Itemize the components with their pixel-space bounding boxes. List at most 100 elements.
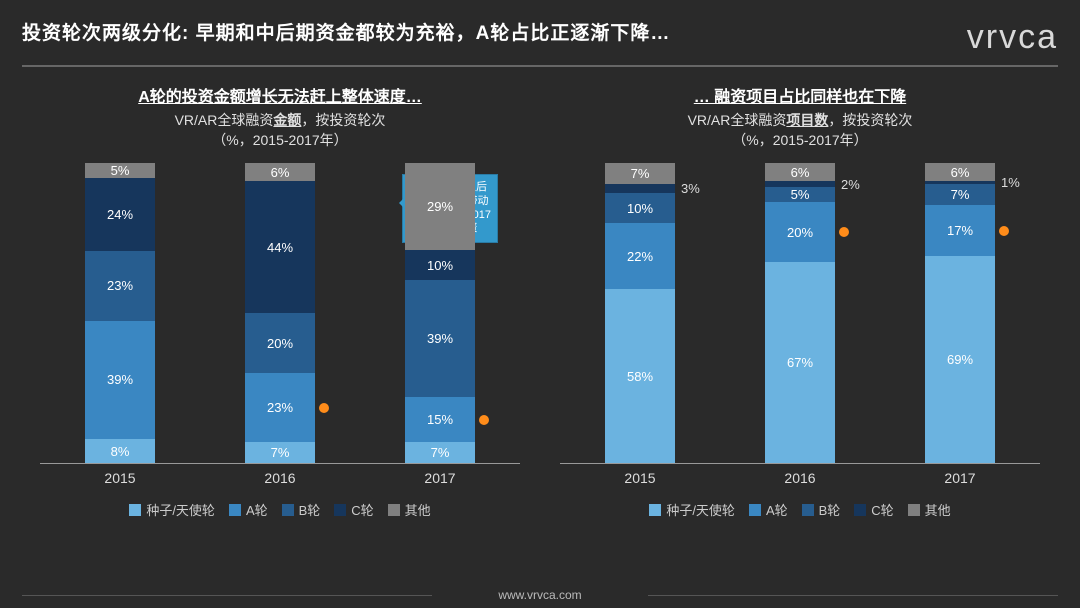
segment-value: 3% [681, 181, 700, 196]
legend-swatch [388, 504, 400, 516]
legend-item-a_round: A轮 [749, 500, 788, 519]
right-legend: 种子/天使轮 A轮 B轮 C轮 其他 [649, 500, 950, 519]
segment-seed: 58% [605, 289, 675, 463]
stacked-bar: 67% 20% 5%2%6% [765, 163, 835, 463]
legend-label: B轮 [819, 500, 841, 519]
legend-item-c_round: C轮 [854, 500, 893, 519]
segment-seed: 7% [245, 442, 315, 463]
segment-value: 8% [111, 444, 130, 459]
legend-item-b_round: B轮 [802, 500, 841, 519]
stacked-bar: 7% 15% 39% 10% 29% [405, 163, 475, 463]
segment-value: 5% [791, 187, 810, 202]
legend-swatch [649, 504, 661, 516]
legend-label: B轮 [299, 500, 321, 519]
legend-item-c_round: C轮 [334, 500, 373, 519]
segment-value: 20% [787, 225, 813, 240]
legend-label: 其他 [405, 500, 431, 519]
segment-other: 6% [245, 163, 315, 181]
legend-swatch [334, 504, 346, 516]
stacked-bar: 58%22%10%3%7% [605, 163, 675, 463]
segment-value: 2% [841, 177, 860, 192]
segment-value: 29% [427, 199, 453, 214]
segment-a_round: 15% [405, 397, 475, 442]
legend-item-b_round: B轮 [282, 500, 321, 519]
x-axis-label: 2016 [765, 470, 835, 486]
segment-b_round: 39% [405, 280, 475, 397]
legend-swatch [749, 504, 761, 516]
legend-label: C轮 [871, 500, 893, 519]
legend-item-other: 其他 [388, 500, 431, 519]
x-axis-label: 2015 [85, 470, 155, 486]
segment-other: 7% [605, 163, 675, 184]
segment-a_round: 23% [245, 373, 315, 442]
segment-value: 7% [951, 187, 970, 202]
stacked-bar: 7%23%20%44%6% [245, 163, 315, 463]
right-x-labels: 2015 2016 2017 [560, 470, 1040, 486]
segment-value: 6% [951, 165, 970, 180]
segment-value: 39% [427, 331, 453, 346]
legend-label: C轮 [351, 500, 373, 519]
segment-c_round: 44% [245, 181, 315, 313]
segment-c_round: 3% [605, 184, 675, 193]
segment-a_round: 39% [85, 321, 155, 439]
legend-swatch [854, 504, 866, 516]
legend-label: 种子/天使轮 [146, 500, 215, 519]
legend-swatch [129, 504, 141, 516]
legend-swatch [282, 504, 294, 516]
segment-other: 5% [85, 163, 155, 178]
segment-seed: 8% [85, 439, 155, 463]
legend-label: 种子/天使轮 [666, 500, 735, 519]
segment-other: 6% [765, 163, 835, 181]
legend-item-seed: 种子/天使轮 [129, 500, 215, 519]
segment-value: 5% [111, 163, 130, 178]
highlight-dot [999, 226, 1009, 236]
left-chart: A轮的投资金额增长无法赶上整体速度… VR/AR全球融资金额，按投资轮次 （%，… [40, 83, 520, 555]
page-title: 投资轮次两级分化: 早期和中后期资金都较为充裕，A轮占比正逐渐下降… [22, 18, 670, 45]
legend-label: A轮 [766, 500, 788, 519]
legend-item-other: 其他 [908, 500, 951, 519]
footer-url: www.vrvca.com [0, 588, 1080, 602]
left-chart-subtitle: VR/AR全球融资金额，按投资轮次 （%，2015-2017年） [175, 111, 386, 150]
x-axis-label: 2017 [925, 470, 995, 486]
segment-value: 7% [631, 166, 650, 181]
segment-a_round: 22% [605, 223, 675, 289]
segment-value: 1% [1001, 175, 1020, 190]
legend-item-seed: 种子/天使轮 [649, 500, 735, 519]
segment-other: 6% [925, 163, 995, 181]
left-chart-title: A轮的投资金额增长无法赶上整体速度… [138, 83, 422, 107]
right-chart-subtitle: VR/AR全球融资项目数，按投资轮次 （%，2015-2017年） [688, 111, 913, 150]
segment-a_round: 20% [765, 202, 835, 262]
legend-swatch [802, 504, 814, 516]
segment-value: 39% [107, 372, 133, 387]
segment-c_round: 10% [405, 250, 475, 280]
segment-b_round: 23% [85, 251, 155, 321]
segment-b_round: 7% [925, 184, 995, 205]
legend-label: A轮 [246, 500, 268, 519]
highlight-dot [839, 227, 849, 237]
legend-swatch [229, 504, 241, 516]
segment-value: 7% [431, 445, 450, 460]
right-bars-area: 58%22%10%3%7%67%20%5%2%6%69%17%7%1%6% [560, 164, 1040, 464]
segment-c_round: 1% [925, 181, 995, 184]
legend-swatch [908, 504, 920, 516]
segment-c_round: 2% [765, 181, 835, 187]
segment-value: 15% [427, 412, 453, 427]
segment-seed: 67% [765, 262, 835, 463]
highlight-dot [319, 403, 329, 413]
segment-value: 6% [271, 165, 290, 180]
x-axis-label: 2017 [405, 470, 475, 486]
segment-value: 10% [427, 258, 453, 273]
segment-seed: 7% [405, 442, 475, 463]
highlight-dot [479, 415, 489, 425]
segment-value: 44% [267, 240, 293, 255]
segment-value: 67% [787, 355, 813, 370]
segment-seed: 69% [925, 256, 995, 463]
right-chart-title: … 融资项目占比同样也在下降 [694, 83, 906, 107]
segment-value: 6% [791, 165, 810, 180]
segment-a_round: 17% [925, 205, 995, 256]
left-x-labels: 201520162017 [40, 470, 520, 486]
stacked-bar: 69% 17% 7% 1%6% [925, 163, 995, 463]
x-axis-label: 2015 [605, 470, 675, 486]
segment-value: 17% [947, 223, 973, 238]
legend-label: 其他 [925, 500, 951, 519]
